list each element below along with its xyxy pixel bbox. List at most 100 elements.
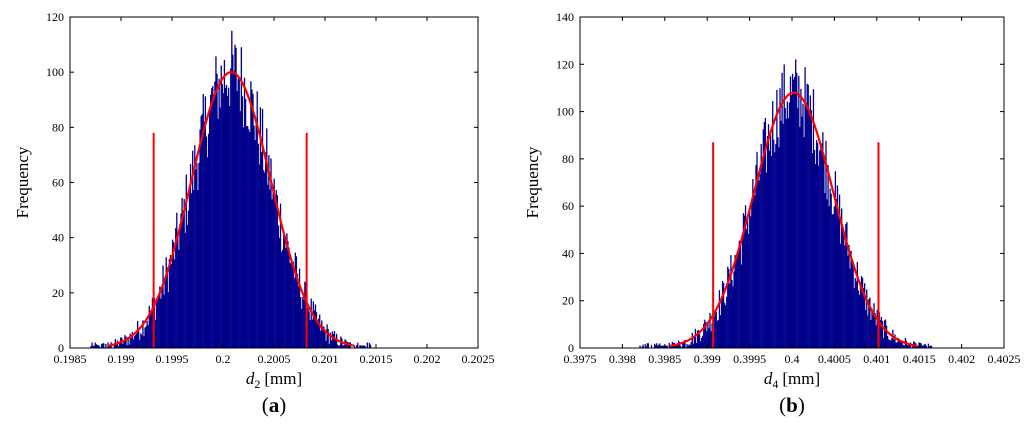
histogram-bar [265, 152, 267, 348]
histogram-bar [893, 339, 895, 348]
histogram-bar [317, 318, 320, 348]
histogram-bar [807, 84, 809, 349]
histogram-bar [297, 286, 300, 348]
histogram-bar [832, 214, 834, 348]
histogram-bar [123, 340, 125, 348]
histogram-bar [756, 151, 758, 348]
histogram-bar [316, 322, 319, 348]
histogram-bar [924, 343, 926, 348]
histogram-bar [782, 123, 784, 348]
histogram-bar [825, 140, 827, 348]
histogram-bar [174, 259, 176, 348]
x-tick-label: 0.4025 [988, 352, 1021, 366]
histogram-bar [719, 315, 722, 348]
histogram-bar [899, 341, 901, 348]
histogram-bar [713, 316, 715, 348]
histogram-bar [738, 240, 740, 348]
histogram-bar [192, 150, 194, 348]
histogram-bar [204, 96, 207, 349]
histogram-bar [662, 345, 664, 348]
histogram-bar [196, 163, 198, 348]
y-tick-label: 40 [52, 231, 64, 245]
histogram-bar [302, 296, 304, 348]
histogram-bar [164, 277, 166, 348]
x-tick-label: 0.2025 [462, 352, 495, 366]
histogram-bar [706, 331, 708, 348]
histogram-bar [268, 155, 270, 348]
x-tick-label: 0.3985 [648, 352, 681, 366]
x-tick-label: 0.202 [414, 352, 441, 366]
histogram-bar [276, 195, 279, 348]
histogram-bar [903, 345, 906, 348]
histogram-bar [822, 132, 824, 348]
histogram-bar [815, 140, 818, 348]
histogram-bar [679, 342, 681, 348]
histogram-bar [716, 320, 718, 348]
histogram-bar [661, 345, 663, 348]
histogram-bar [100, 344, 103, 348]
histogram-bar [162, 265, 164, 348]
histogram-bar [247, 125, 249, 348]
normal-fit-curve [107, 71, 355, 347]
y-tick-label: 20 [562, 294, 574, 308]
histogram-bar [186, 224, 189, 348]
histogram-bar [205, 136, 208, 348]
histogram-bar [763, 121, 765, 348]
histogram-bar [327, 328, 329, 348]
histogram-bar [280, 251, 283, 348]
x-tick-label: 0.3975 [564, 352, 597, 366]
panel-label: (a) [262, 393, 287, 417]
histogram-bar [315, 312, 318, 348]
panel-label-close: ) [279, 393, 286, 417]
histogram-bar [929, 345, 932, 348]
histogram-bar [774, 152, 776, 348]
histogram-bar [876, 309, 878, 348]
histogram-bar [776, 89, 778, 349]
histogram-bar [743, 215, 746, 348]
histogram-bar [859, 282, 862, 348]
histogram-bar [864, 283, 866, 348]
histogram-bar [252, 93, 254, 348]
histogram-bar [861, 277, 864, 348]
histogram-bar [805, 103, 807, 349]
histogram-bar [190, 193, 193, 348]
y-tick-label: 80 [562, 152, 574, 166]
histogram-bar [707, 323, 709, 348]
histogram-bar [906, 345, 909, 348]
histogram-bar [258, 164, 261, 348]
histogram-bar [798, 75, 800, 349]
histogram-bar [254, 140, 256, 348]
histogram-bar [342, 345, 344, 348]
histogram-bar [896, 342, 898, 348]
histogram-bar [698, 334, 701, 348]
histogram-bar [124, 335, 126, 348]
histogram-bar [259, 107, 262, 349]
histogram-bar [231, 30, 233, 349]
histogram-bar [710, 331, 712, 348]
histogram-bar [293, 278, 295, 348]
histogram-bars [639, 59, 933, 349]
histogram-bar [848, 245, 850, 348]
histogram-bar [729, 283, 731, 348]
histogram-bar [271, 199, 273, 348]
histogram-bar [362, 345, 364, 348]
histogram-bar [927, 343, 930, 348]
histogram-bar [695, 342, 698, 348]
histogram-bar [754, 195, 756, 348]
histogram-bar [363, 345, 365, 348]
histogram-bar [239, 110, 241, 348]
histogram-bar [764, 118, 767, 348]
histogram-bar [212, 86, 214, 348]
histogram-bar [249, 132, 251, 348]
histogram-bar [283, 232, 285, 348]
histogram-bar [159, 286, 161, 348]
histogram-bar [868, 299, 870, 348]
histogram-bar [353, 345, 356, 348]
x-tick-label: 0.201 [312, 352, 339, 366]
histogram-bar [243, 77, 246, 348]
histogram-bar [361, 346, 363, 348]
histogram-bar [722, 282, 725, 348]
histogram-bar [657, 345, 659, 348]
histogram-bar [858, 294, 861, 348]
y-tick-label: 0 [568, 341, 574, 355]
